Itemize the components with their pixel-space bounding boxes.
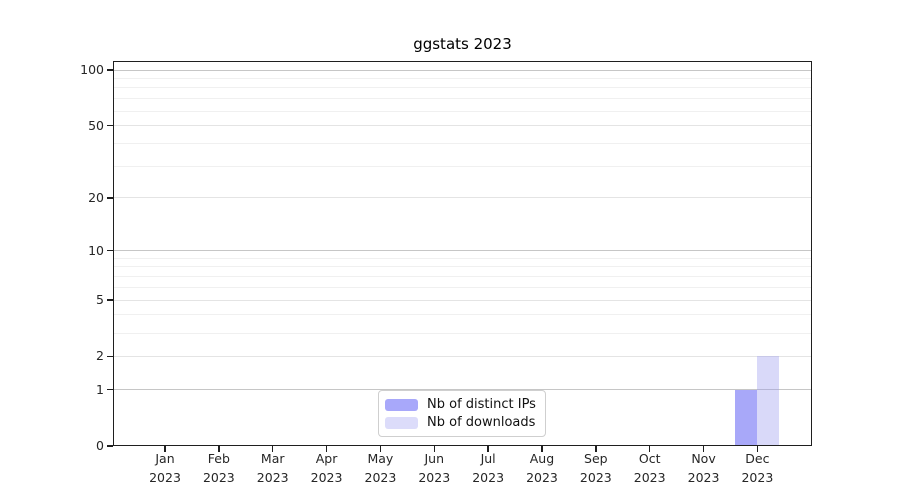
x-tick	[433, 446, 436, 452]
x-tick	[218, 446, 220, 452]
y-gridline	[113, 332, 812, 334]
y-gridline	[113, 69, 812, 71]
y-tick-label: 20	[88, 189, 104, 205]
chart-title: ggstats 2023	[413, 35, 512, 53]
legend-item: Nb of downloads	[385, 415, 536, 430]
y-gridline	[113, 314, 812, 316]
y-gridline	[113, 299, 812, 301]
y-tick	[107, 197, 113, 199]
y-tick	[107, 355, 113, 358]
legend-label: Nb of downloads	[427, 415, 536, 430]
y-gridline	[113, 110, 812, 112]
x-tick	[756, 446, 759, 452]
y-tick	[107, 249, 113, 252]
y-tick-label: 100	[80, 62, 104, 77]
y-gridline	[113, 98, 812, 100]
x-tick-label: Jan 2023	[149, 451, 181, 485]
y-tick-label: 0	[96, 438, 104, 453]
x-tick	[271, 446, 274, 452]
legend-item: Nb of distinct IPs	[385, 397, 536, 412]
x-tick-label: Mar 2023	[256, 451, 289, 485]
x-tick	[164, 446, 166, 452]
x-tick	[487, 446, 489, 452]
x-tick	[595, 446, 597, 452]
y-gridline	[113, 77, 812, 79]
y-tick	[107, 388, 113, 391]
x-tick	[702, 446, 705, 452]
legend-swatch	[385, 416, 418, 429]
x-tick-label: Sep 2023	[579, 451, 612, 485]
y-gridline	[113, 286, 812, 288]
y-gridline	[113, 266, 812, 268]
x-tick	[541, 446, 543, 452]
y-tick	[107, 299, 113, 301]
x-tick	[379, 446, 382, 452]
y-gridline	[113, 197, 812, 199]
x-tick-label: Aug 2023	[526, 451, 558, 485]
x-tick-label: Dec 2023	[741, 451, 774, 485]
x-tick-label: Apr 2023	[310, 451, 343, 485]
legend: Nb of distinct IPs Nb of downloads	[378, 390, 546, 437]
bar-nb-of-distinct-ips	[735, 389, 758, 446]
y-gridline	[113, 355, 812, 357]
y-gridline	[113, 250, 812, 252]
x-tick-label: Jun 2023	[418, 451, 451, 485]
y-tick-label: 10	[88, 242, 104, 258]
y-gridline	[113, 142, 812, 144]
y-tick-label: 2	[96, 348, 104, 364]
y-gridline	[113, 165, 812, 167]
x-tick-label: Jul 2023	[472, 451, 505, 485]
plot-panel	[113, 61, 812, 446]
legend-swatch	[385, 398, 418, 411]
y-tick-label: 5	[96, 292, 104, 308]
x-tick	[325, 446, 328, 452]
y-gridline	[113, 389, 812, 391]
x-tick-label: Feb 2023	[202, 451, 235, 485]
y-gridline	[113, 276, 812, 278]
x-tick	[648, 446, 651, 452]
x-tick-label: Nov 2023	[687, 451, 720, 485]
y-tick	[107, 69, 113, 71]
y-tick-label: 1	[96, 381, 104, 397]
x-tick-label: Oct 2023	[633, 451, 666, 485]
y-gridline	[113, 257, 812, 259]
y-gridline	[113, 125, 812, 127]
x-tick-label: May 2023	[364, 451, 397, 485]
y-tick	[107, 445, 113, 447]
bar-nb-of-downloads	[757, 356, 780, 446]
y-tick	[107, 124, 113, 127]
y-tick-label: 50	[88, 117, 104, 133]
y-gridline	[113, 87, 812, 89]
legend-label: Nb of distinct IPs	[427, 397, 536, 412]
